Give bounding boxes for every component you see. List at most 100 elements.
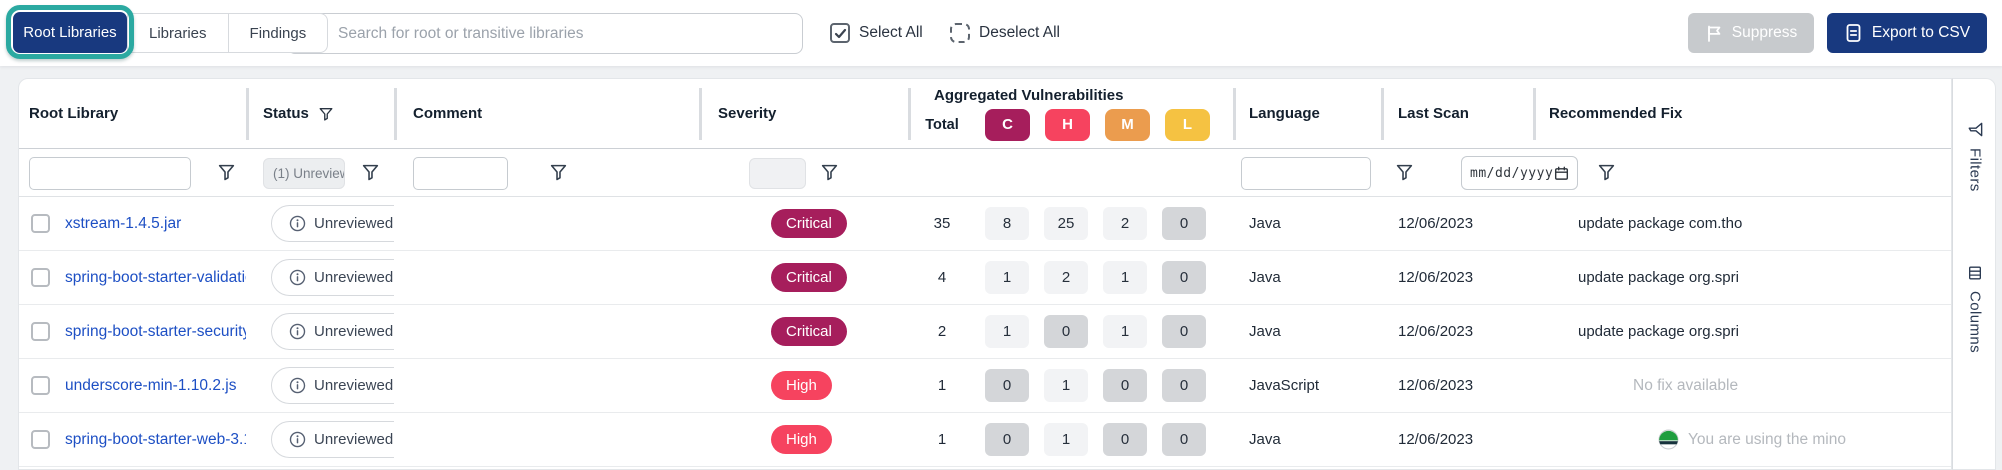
low-count[interactable]: 0: [1162, 369, 1206, 402]
medium-count[interactable]: 1: [1103, 315, 1147, 348]
header-status: Status: [246, 79, 394, 148]
status-filter-icon[interactable]: [361, 163, 380, 182]
tab-group: Libraries Findings: [127, 13, 329, 53]
search-input[interactable]: [338, 14, 802, 53]
last-scan-filter-icon[interactable]: [1597, 163, 1616, 182]
deselect-all-button[interactable]: Deselect All: [950, 0, 1060, 66]
library-link[interactable]: spring-boot-starter-validatio: [65, 268, 246, 286]
critical-count[interactable]: 0: [985, 423, 1029, 456]
table-row: underscore-min-1.10.2.js Unreviewed High…: [19, 359, 1951, 413]
low-count[interactable]: 0: [1162, 207, 1206, 240]
language-cell: Java: [1249, 323, 1281, 340]
status-pill[interactable]: Unreviewed: [271, 259, 394, 296]
medium-badge: M: [1105, 108, 1150, 141]
root-libraries-table: Root Library Status Comment Severity Agg…: [18, 78, 1952, 470]
status-pill[interactable]: Unreviewed: [271, 367, 394, 404]
header-total: Total: [925, 116, 959, 133]
recommended-fix-cell: You are using the mino: [1533, 413, 1951, 466]
medium-count[interactable]: 0: [1103, 369, 1147, 402]
select-all-button[interactable]: Select All: [830, 0, 923, 66]
header-comment: Comment: [394, 79, 699, 148]
checked-checkbox-icon: [830, 23, 850, 43]
severity-filter-icon[interactable]: [820, 163, 839, 182]
low-count[interactable]: 0: [1162, 261, 1206, 294]
header-aggregated-vulnerabilities: Aggregated Vulnerabilities Total C H M L: [908, 79, 1233, 148]
critical-badge: C: [985, 108, 1030, 141]
last-scan-cell: 12/06/2023: [1398, 431, 1474, 448]
library-link[interactable]: xstream-1.4.5.jar: [65, 214, 182, 232]
row-checkbox[interactable]: [31, 430, 50, 449]
high-count[interactable]: 0: [1044, 315, 1088, 348]
medium-count[interactable]: 0: [1103, 423, 1147, 456]
recommended-fix-cell: No fix available: [1633, 376, 1739, 394]
table-row: spring-boot-starter-validatio Unreviewed…: [19, 251, 1951, 305]
severity-filter-chip[interactable]: [749, 158, 806, 189]
library-link[interactable]: spring-boot-starter-security-: [65, 322, 246, 340]
language-cell: Java: [1249, 215, 1281, 232]
language-cell: Java: [1249, 269, 1281, 286]
status-filter-chip[interactable]: (1) Unreviewe: [263, 158, 345, 189]
info-icon: [289, 323, 306, 340]
info-icon: [289, 377, 306, 394]
severity-badge: Critical: [771, 263, 847, 292]
root-library-filter-icon[interactable]: [217, 163, 236, 182]
tab-root-libraries[interactable]: Root Libraries: [13, 12, 127, 53]
total-count: 4: [937, 269, 947, 286]
columns-panel-toggle[interactable]: Columns: [1953, 265, 1997, 353]
filters-panel-toggle[interactable]: Filters: [1953, 121, 1997, 192]
table-row: spring-boot-starter-security- Unreviewed…: [19, 305, 1951, 359]
language-filter-input[interactable]: [1241, 157, 1371, 190]
info-icon: [289, 215, 306, 232]
row-checkbox[interactable]: [31, 268, 50, 287]
root-library-filter-input[interactable]: [29, 157, 191, 190]
tab-findings[interactable]: Findings: [227, 14, 328, 52]
medium-count[interactable]: 1: [1103, 261, 1147, 294]
comment-filter-input[interactable]: [413, 157, 508, 190]
export-csv-button[interactable]: Export to CSV: [1827, 13, 1987, 53]
row-checkbox[interactable]: [31, 322, 50, 341]
header-language: Language: [1233, 79, 1381, 148]
library-link[interactable]: underscore-min-1.10.2.js: [65, 376, 237, 394]
low-count[interactable]: 0: [1162, 315, 1206, 348]
filters-icon: [1968, 122, 1982, 137]
critical-count[interactable]: 1: [985, 261, 1029, 294]
severity-badge: High: [771, 371, 832, 400]
medium-count[interactable]: 2: [1103, 207, 1147, 240]
last-scan-date-input[interactable]: mm/dd/yyyy: [1461, 156, 1578, 190]
status-pill[interactable]: Unreviewed: [271, 205, 394, 242]
status-pill[interactable]: Unreviewed: [271, 313, 394, 350]
tab-libraries[interactable]: Libraries: [128, 14, 228, 52]
total-count: 1: [937, 377, 947, 394]
language-filter-icon[interactable]: [1395, 163, 1414, 182]
last-scan-cell: 12/06/2023: [1398, 377, 1474, 394]
high-count[interactable]: 2: [1044, 261, 1088, 294]
document-icon: [1846, 24, 1861, 42]
high-count[interactable]: 1: [1044, 369, 1088, 402]
comment-filter-icon[interactable]: [549, 163, 568, 182]
last-scan-cell: 12/06/2023: [1398, 323, 1474, 340]
high-count[interactable]: 25: [1044, 207, 1088, 240]
header-root-library: Root Library: [29, 105, 119, 122]
severity-badge: Critical: [771, 209, 847, 238]
comment-cell: [394, 305, 699, 358]
recommended-fix-cell: update package org.spri: [1578, 323, 1739, 340]
comment-cell: [394, 197, 699, 250]
low-count[interactable]: 0: [1162, 423, 1206, 456]
table-filter-row: (1) Unreviewe mm/dd/yyyy: [19, 149, 1951, 197]
critical-count[interactable]: 1: [985, 315, 1029, 348]
high-count[interactable]: 1: [1044, 423, 1088, 456]
row-checkbox[interactable]: [31, 214, 50, 233]
library-link[interactable]: spring-boot-starter-web-3.1.: [65, 430, 246, 448]
suppress-button[interactable]: Suppress: [1688, 13, 1814, 53]
suppress-label: Suppress: [1731, 24, 1798, 41]
calendar-icon: [1554, 166, 1569, 180]
status-filter-icon[interactable]: [318, 106, 334, 122]
critical-count[interactable]: 8: [985, 207, 1029, 240]
recommended-fix-cell: update package com.tho: [1578, 215, 1743, 232]
severity-badge: High: [771, 425, 832, 454]
comment-cell: [394, 413, 699, 466]
language-cell: Java: [1249, 431, 1281, 448]
row-checkbox[interactable]: [31, 376, 50, 395]
critical-count[interactable]: 0: [985, 369, 1029, 402]
status-pill[interactable]: Unreviewed: [271, 421, 394, 458]
